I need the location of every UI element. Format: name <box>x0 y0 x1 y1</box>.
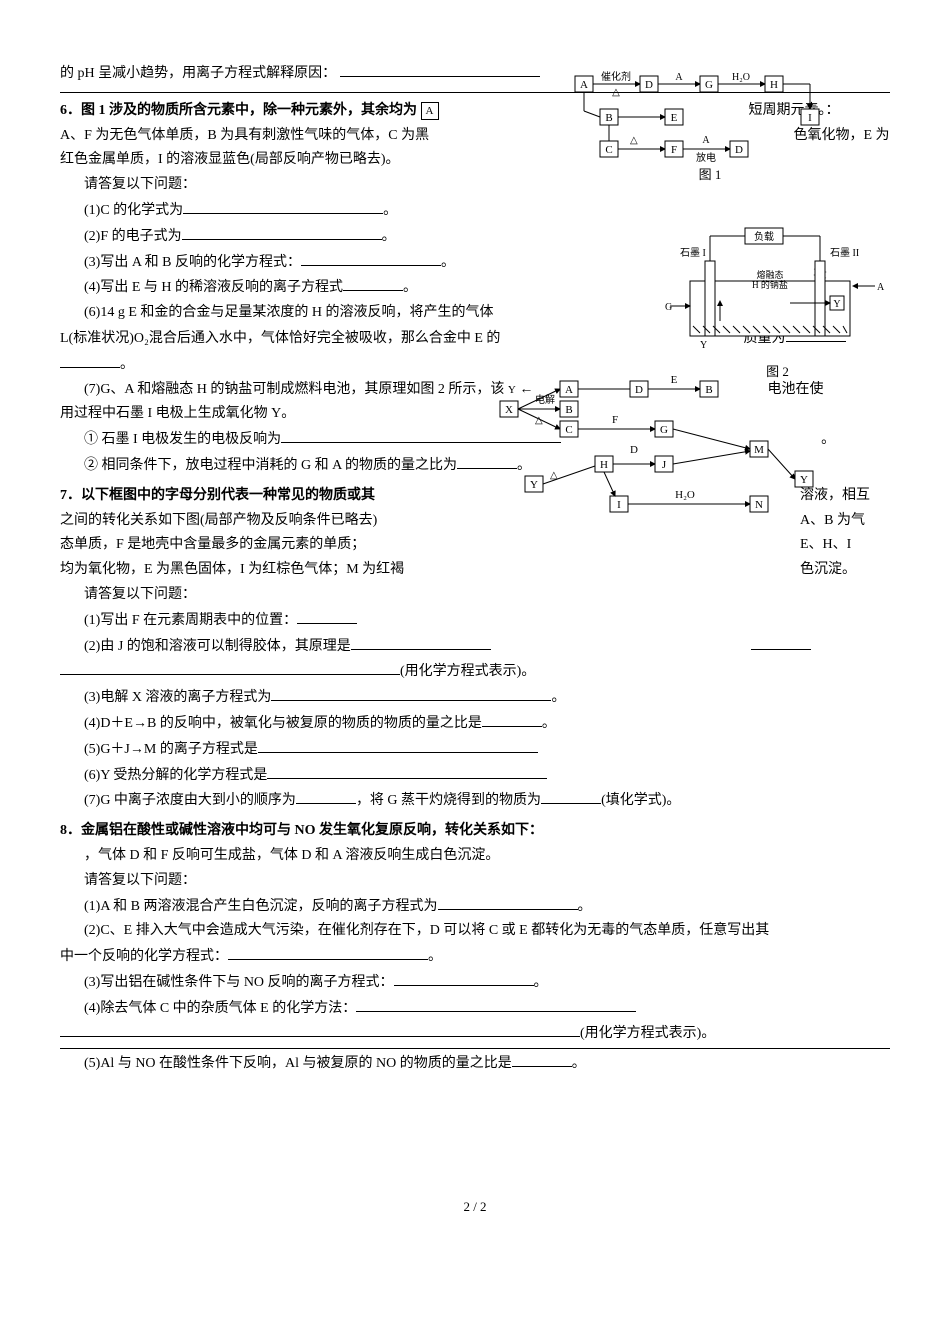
svg-text:G: G <box>665 302 672 313</box>
blank <box>182 224 382 240</box>
svg-text:H₂O: H₂O <box>675 489 695 501</box>
svg-text:放电: 放电 <box>696 151 716 164</box>
svg-text:H₂O: H₂O <box>732 72 750 83</box>
svg-text:石墨 I: 石墨 I <box>680 247 706 259</box>
svg-text:D: D <box>645 79 653 91</box>
blank <box>271 685 551 701</box>
figure-battery: 负载 石墨 I 石墨 II <box>665 226 890 356</box>
svg-text:Y: Y <box>530 479 538 491</box>
blank <box>394 970 534 986</box>
blank <box>356 996 636 1012</box>
svg-text:J: J <box>662 459 667 471</box>
svg-text:A: A <box>675 72 683 83</box>
svg-text:B: B <box>565 404 572 416</box>
svg-text:熔融态: 熔融态 <box>756 269 783 280</box>
svg-text:I: I <box>617 499 621 511</box>
svg-text:A: A <box>580 79 588 91</box>
svg-text:C: C <box>565 424 572 436</box>
svg-text:H: H <box>770 79 778 91</box>
page-number: 2 / 2 <box>60 1196 890 1218</box>
svg-text:Y: Y <box>833 299 840 310</box>
battery-svg: 负载 石墨 I 石墨 II <box>665 226 890 356</box>
svg-text:负载: 负载 <box>754 230 774 243</box>
blank <box>482 711 542 727</box>
svg-text:I: I <box>808 112 812 124</box>
svg-text:Y: Y <box>700 340 707 351</box>
svg-text:C: C <box>605 144 612 156</box>
blank <box>351 634 491 650</box>
svg-text:H 的钠盐: H 的钠盐 <box>752 279 788 290</box>
box-A: A <box>421 102 439 120</box>
figure-2-svg: X 电解 △ A B C D E B F G D H J <box>500 371 860 521</box>
svg-text:A: A <box>565 384 573 396</box>
divider <box>60 1048 890 1049</box>
blank <box>512 1051 572 1067</box>
blank <box>228 944 428 960</box>
svg-text:N: N <box>755 499 763 511</box>
svg-text:M: M <box>754 444 764 456</box>
figure-2: X 电解 △ A B C D E B F G D H J <box>500 371 860 531</box>
blank <box>301 250 441 266</box>
blank <box>438 894 578 910</box>
svg-text:G: G <box>705 79 713 91</box>
svg-text:F: F <box>671 144 677 156</box>
svg-text:Y: Y <box>800 474 808 486</box>
svg-text:D: D <box>635 384 643 396</box>
blank <box>296 788 356 804</box>
blank <box>267 763 547 779</box>
svg-text:X: X <box>505 404 513 416</box>
blank <box>60 659 400 675</box>
blank <box>541 788 601 804</box>
blank <box>343 275 403 291</box>
figure-1-svg: A 催化剂 △ D A G H₂O H I B E <box>570 71 890 191</box>
svg-text:A: A <box>877 282 885 293</box>
svg-text:图 1: 图 1 <box>699 167 722 182</box>
svg-text:H: H <box>600 459 608 471</box>
svg-text:D: D <box>735 144 743 156</box>
blank <box>297 608 357 624</box>
intro-blank <box>340 61 540 77</box>
svg-text:D: D <box>630 444 638 456</box>
blank <box>258 737 538 753</box>
blank <box>60 1021 580 1037</box>
blank <box>60 352 120 368</box>
svg-text:G: G <box>660 424 668 436</box>
svg-text:A: A <box>702 135 710 146</box>
svg-text:E: E <box>671 112 678 124</box>
svg-text:E: E <box>671 374 678 386</box>
svg-text:F: F <box>612 414 618 426</box>
blank <box>751 634 811 650</box>
blank <box>183 198 383 214</box>
figure-1: A 催化剂 △ D A G H₂O H I B E <box>570 71 890 221</box>
intro-text: 的 pH 呈减小趋势，用离子方程式解释原因： <box>60 66 336 81</box>
svg-text:石墨 II: 石墨 II <box>830 247 859 259</box>
question-7: 7．以下框图中的字母分别代表一种常见的物质或其溶液，相互 之间的转化关系如下图(… <box>60 484 890 813</box>
question-8: 8．金属铝在酸性或碱性溶液中均可与 NO 发生氧化复原反响，转化关系如下： ，气… <box>60 819 890 1076</box>
svg-text:催化剂: 催化剂 <box>601 70 631 83</box>
svg-text:B: B <box>705 384 712 396</box>
svg-text:△: △ <box>612 87 620 98</box>
svg-text:B: B <box>605 112 612 124</box>
svg-text:△: △ <box>630 135 638 146</box>
